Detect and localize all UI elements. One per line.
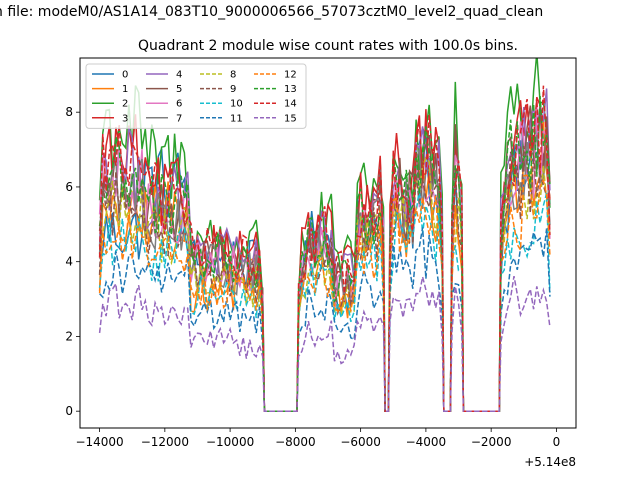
y-tick-label: 6 <box>65 180 73 194</box>
chart-title: Quadrant 2 module wise count rates with … <box>138 38 518 54</box>
legend-label-2: 2 <box>122 99 128 110</box>
legend-label-10: 10 <box>230 99 243 110</box>
series-line-15 <box>98 275 551 412</box>
x-axis-ticks: −14000 −12000 −10000 −8000 −6000 −4000 −2000 0 <box>75 428 560 449</box>
legend-label-0: 0 <box>122 70 128 81</box>
series-line-12 <box>98 174 551 412</box>
legend-label-13: 13 <box>284 84 297 95</box>
x-tick-label: −10000 <box>206 435 254 449</box>
legend-label-15: 15 <box>284 113 297 124</box>
y-tick-label: 8 <box>65 105 73 119</box>
legend-label-1: 1 <box>122 84 128 95</box>
y-axis-ticks: 0 2 4 6 8 <box>65 105 80 418</box>
series-line-13 <box>98 96 551 412</box>
y-tick-label: 4 <box>65 255 73 269</box>
axes-frame <box>79 57 577 429</box>
legend-label-12: 12 <box>284 70 297 81</box>
x-tick-label: −8000 <box>275 435 316 449</box>
series-line-11 <box>99 227 551 412</box>
x-tick-label: −12000 <box>141 435 189 449</box>
x-tick-label: −6000 <box>340 435 381 449</box>
legend-label-8: 8 <box>230 70 236 81</box>
legend-label-14: 14 <box>284 99 297 110</box>
x-tick-label: 0 <box>553 435 561 449</box>
legend-label-4: 4 <box>176 70 182 81</box>
series-line-10 <box>98 188 551 412</box>
x-tick-label: −2000 <box>471 435 512 449</box>
legend-label-11: 11 <box>230 113 243 124</box>
x-tick-label: −14000 <box>75 435 123 449</box>
plot-area: −14000 −12000 −10000 −8000 −6000 −4000 −2000 0 … <box>65 57 577 469</box>
series-line-8 <box>98 156 551 412</box>
legend-label-3: 3 <box>122 113 128 124</box>
x-tick-label: −4000 <box>406 435 447 449</box>
y-tick-label: 2 <box>65 329 73 343</box>
legend-label-9: 9 <box>230 84 236 95</box>
legend-label-7: 7 <box>176 113 182 124</box>
x-axis-offset-label: +5.14e8 <box>524 455 576 469</box>
series-layer <box>98 58 551 412</box>
legend-label-6: 6 <box>176 99 182 110</box>
series-line-14 <box>98 85 551 412</box>
figure-suptitle: n file: modeM0/AS1A14_083T10_9000006566_… <box>0 4 543 20</box>
y-tick-label: 0 <box>65 404 73 418</box>
legend-label-5: 5 <box>176 84 182 95</box>
legend-box <box>85 63 307 129</box>
